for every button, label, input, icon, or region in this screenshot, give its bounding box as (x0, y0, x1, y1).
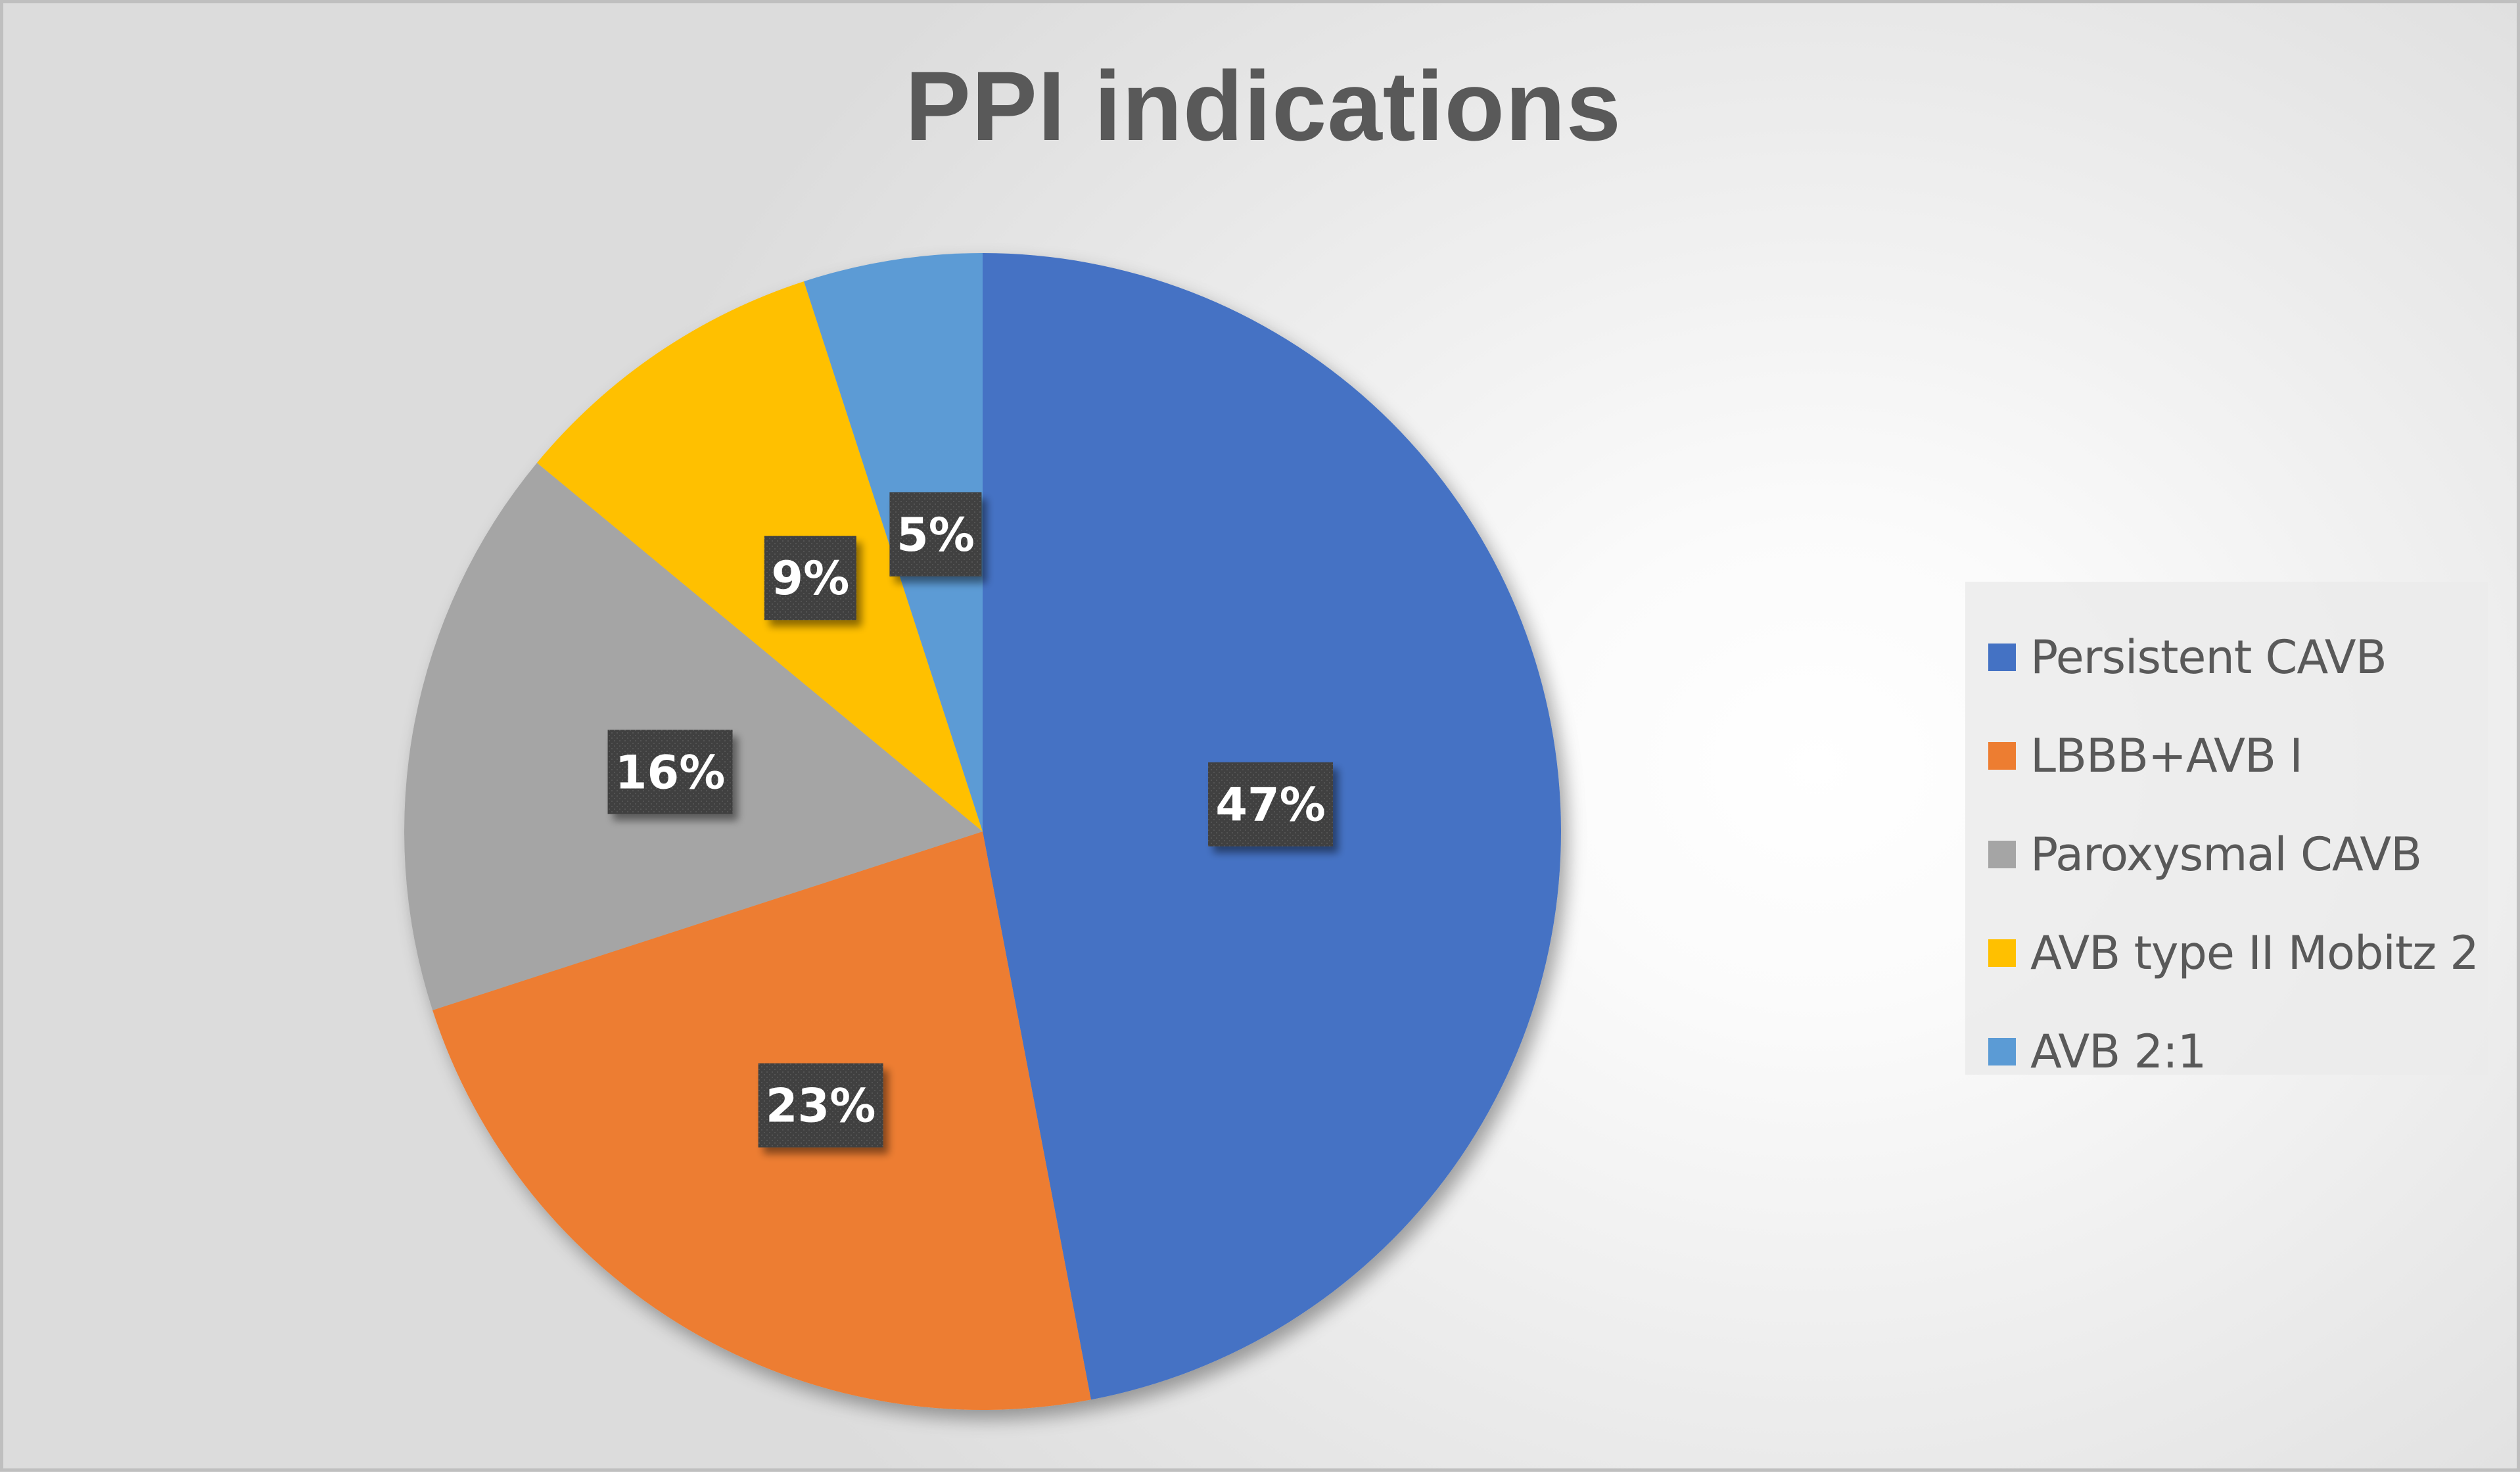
legend-swatch (1988, 742, 2016, 770)
pie-chart: 47% 23% 16% 9% 5% (404, 253, 1562, 1410)
data-label-box (758, 1063, 883, 1148)
legend-label: AVB type II Mobitz 2 (2030, 926, 2479, 980)
data-label-1: 23% (758, 1063, 883, 1148)
legend-swatch (1988, 939, 2016, 967)
data-label-text: 5% (897, 508, 975, 562)
legend-item: Paroxysmal CAVB (1988, 805, 2488, 904)
legend-label: Persistent CAVB (2030, 630, 2387, 684)
data-label-text: 16% (615, 745, 726, 799)
legend-item: AVB type II Mobitz 2 (1988, 904, 2488, 1002)
data-label-text: 23% (766, 1079, 876, 1133)
data-label-box (764, 536, 856, 620)
legend-label: AVB 2:1 (2030, 1025, 2206, 1079)
legend-label: Paroxysmal CAVB (2030, 828, 2422, 881)
legend-label: LBBB+AVB I (2030, 729, 2303, 783)
legend: Persistent CAVB LBBB+AVB I Paroxysmal CAVB… (1965, 582, 2488, 1079)
data-label-text: 9% (771, 551, 849, 605)
data-label-box (889, 492, 982, 577)
data-label-2: 16% (607, 730, 733, 814)
legend-swatch (1988, 644, 2016, 671)
data-label-4: 5% (889, 492, 982, 577)
data-label-box (1208, 762, 1334, 847)
chart-title: PPI indications (904, 51, 1622, 161)
legend-item: Persistent CAVB (1988, 608, 2488, 707)
data-label-0: 47% (1208, 762, 1334, 847)
legend-swatch (1988, 841, 2016, 868)
legend-swatch (1988, 1038, 2016, 1065)
legend-item: LBBB+AVB I (1988, 707, 2488, 805)
pie-slice-avb-type-ii-mobitz-2 (536, 281, 983, 831)
data-label-text: 47% (1215, 778, 1326, 832)
data-label-3: 9% (764, 536, 856, 620)
legend-item: AVB 2:1 (1988, 1002, 2488, 1101)
data-label-box (607, 730, 733, 814)
